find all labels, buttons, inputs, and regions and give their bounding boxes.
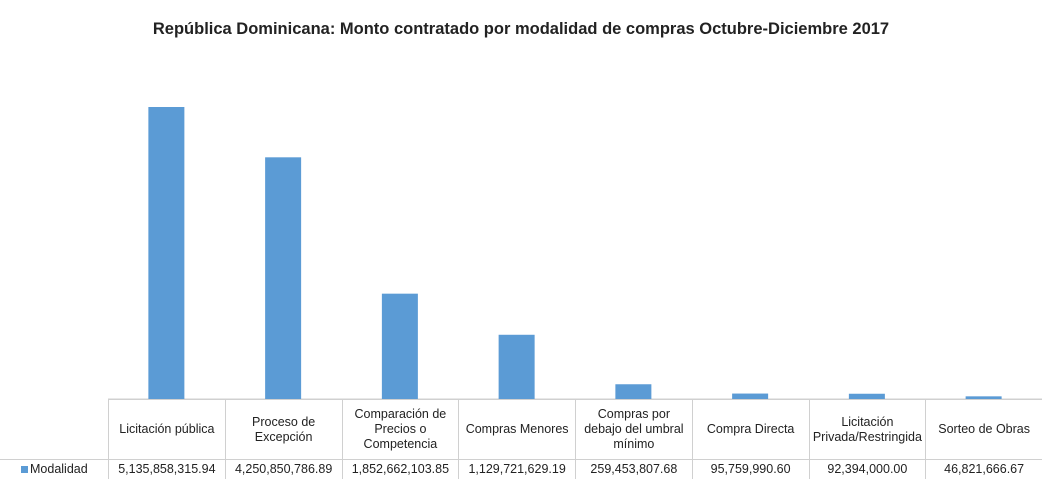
- bar: [848, 393, 885, 399]
- x-tick-label: Compras por debajo del umbral mínimo: [575, 399, 692, 459]
- data-label: 92,394,000.00: [808, 459, 926, 479]
- bar: [265, 157, 302, 399]
- data-label: 4,250,850,786.89: [224, 459, 342, 479]
- data-label: 46,821,666.67: [925, 459, 1042, 479]
- bar: [498, 334, 535, 399]
- x-tick-label: Compra Directa: [691, 399, 809, 459]
- bar: [381, 293, 418, 399]
- data-label: 5,135,858,315.94: [108, 459, 225, 479]
- data-label: 259,453,807.68: [575, 459, 692, 479]
- x-tick-label: Proceso de Excepción: [224, 399, 342, 459]
- x-tick-label: Licitación Privada/Restringida: [808, 399, 926, 459]
- data-label: 95,759,990.60: [691, 459, 809, 479]
- bar: [615, 384, 652, 399]
- legend-swatch: [21, 466, 28, 473]
- chart-title: República Dominicana: Monto contratado p…: [152, 20, 890, 38]
- data-label: 1,129,721,629.19: [458, 459, 575, 479]
- legend-entry: Modalidad: [0, 459, 108, 479]
- x-tick-label: Licitación pública: [108, 399, 225, 459]
- bar: [148, 107, 185, 399]
- bar: [965, 396, 1002, 399]
- bar: [732, 393, 769, 399]
- data-label: 1,852,662,103.85: [341, 459, 459, 479]
- x-tick-label: Comparación de Precios o Competencia: [341, 399, 459, 459]
- legend-label: Modalidad: [30, 462, 88, 476]
- x-tick-label: Compras Menores: [458, 399, 575, 459]
- x-tick-label: Sorteo de Obras: [925, 399, 1042, 459]
